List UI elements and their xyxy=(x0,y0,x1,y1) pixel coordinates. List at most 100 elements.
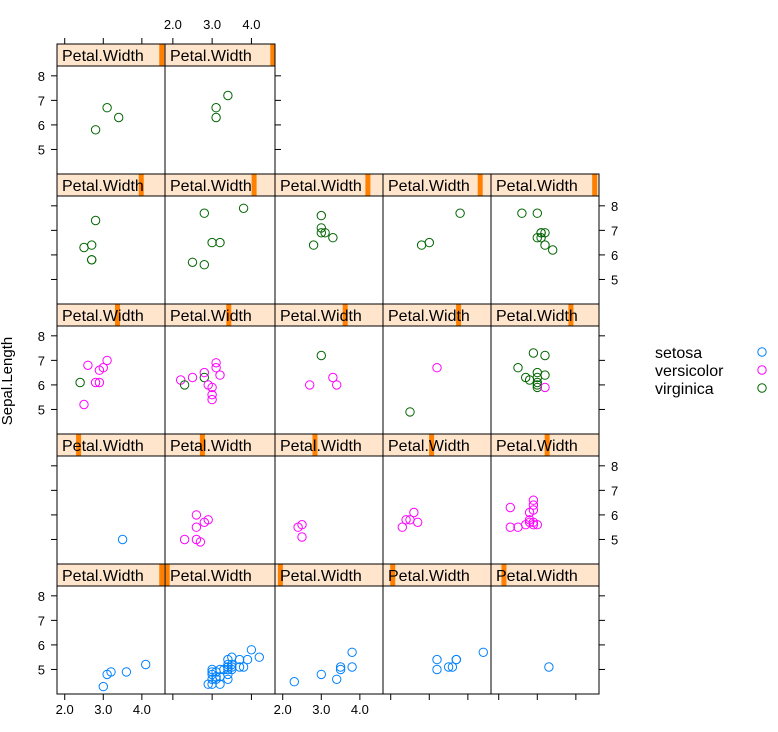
y-tick-label-left: 5 xyxy=(38,142,45,157)
strip-level-bar xyxy=(342,304,348,326)
point-versicolor xyxy=(532,520,542,530)
x-tick-label-bottom: 4.0 xyxy=(133,702,151,717)
strip-label: Petal.Width xyxy=(496,438,578,455)
point-virginica xyxy=(532,377,542,388)
strip-level-bar xyxy=(138,174,144,196)
strip-background xyxy=(165,434,275,456)
point-versicolor xyxy=(207,394,217,405)
y-tick-label-left: 8 xyxy=(38,589,45,604)
point-virginica xyxy=(416,240,427,250)
panel-r4-c2: Petal.Width xyxy=(164,173,276,305)
point-setosa xyxy=(443,662,454,672)
point-versicolor xyxy=(540,382,550,393)
point-setosa xyxy=(117,534,128,545)
point-versicolor xyxy=(505,502,515,513)
point-virginica xyxy=(316,210,326,221)
point-virginica xyxy=(528,348,539,358)
y-tick-label-left: 7 xyxy=(38,613,45,628)
strip-label: Petal.Width xyxy=(280,308,362,325)
strip-label: Petal.Width xyxy=(170,568,252,585)
point-versicolor xyxy=(79,399,89,410)
y-tick-label-left: 6 xyxy=(38,378,45,393)
strip-label: Petal.Width xyxy=(388,178,470,195)
y-tick-label-right: 7 xyxy=(611,223,618,238)
strip-label: Petal.Width xyxy=(496,568,578,585)
y-tick-label-right: 7 xyxy=(611,483,618,498)
point-versicolor xyxy=(528,495,539,505)
strip-level-bar xyxy=(477,174,483,196)
y-tick-label-left: 5 xyxy=(38,402,45,417)
panel-border xyxy=(490,455,600,565)
panel-r1-c1: Petal.Width xyxy=(56,563,166,695)
panels-layer: Petal.Width Petal.Width Petal.Width Petal.W… xyxy=(56,43,600,695)
point-virginica xyxy=(532,208,542,218)
x-tick-label-bottom: 4.0 xyxy=(351,702,369,717)
strip-label: Petal.Width xyxy=(62,438,144,455)
panel-border xyxy=(490,325,600,435)
strip-background xyxy=(57,564,165,586)
panel-border xyxy=(382,585,492,695)
panel-border xyxy=(382,325,492,435)
strip-background xyxy=(275,174,383,196)
panel-r4-c4: Petal.Width xyxy=(382,173,492,305)
panel-r2-c2: Petal.Width xyxy=(164,433,276,565)
legend-marker-versicolor xyxy=(757,365,767,375)
strip-label: Petal.Width xyxy=(388,438,470,455)
y-tick-label-left: 8 xyxy=(38,329,45,344)
point-versicolor xyxy=(98,363,109,373)
y-axis-label: Sepal.Length xyxy=(0,337,16,425)
strip-label: Petal.Width xyxy=(62,48,144,65)
panel-r3-c1: Petal.Width xyxy=(56,303,166,435)
strip-background xyxy=(491,174,599,196)
x-tick-label-bottom: 2.0 xyxy=(274,702,292,717)
strip-background xyxy=(383,304,491,326)
legend-label-virginica: virginica xyxy=(655,381,714,398)
strip-level-bar xyxy=(312,434,318,456)
panel-r3-c3: Petal.Width xyxy=(274,303,384,435)
panel-r2-c4: Petal.Width xyxy=(382,433,492,565)
panel-r4-c1: Petal.Width xyxy=(56,173,166,305)
strip-level-bar xyxy=(76,434,82,456)
point-setosa xyxy=(254,652,264,662)
point-versicolor xyxy=(195,537,206,547)
point-virginica xyxy=(215,237,225,248)
strip-level-bar xyxy=(251,174,257,196)
point-versicolor xyxy=(211,358,221,368)
point-virginica xyxy=(540,370,550,380)
point-virginica xyxy=(532,382,542,393)
point-virginica xyxy=(207,237,217,248)
point-setosa xyxy=(447,662,458,672)
panel-r2-c5: Petal.Width xyxy=(490,433,600,565)
point-setosa xyxy=(223,674,233,684)
legend-label-versicolor: versicolor xyxy=(655,363,724,380)
x-tick-label-top: 2.0 xyxy=(164,17,182,32)
strip-label: Petal.Width xyxy=(170,48,252,65)
axes-layer: 2.0 2.0 2.0 3.0 3.0 3.0 4.0 4.0 4.0 5 5 5 5 5 6 6 6 6 6 7 7 7… xyxy=(38,17,618,717)
strip-background xyxy=(57,304,165,326)
strip-label: Petal.Width xyxy=(388,568,470,585)
strip-label: Petal.Width xyxy=(62,308,144,325)
point-virginica xyxy=(316,350,326,361)
y-tick-label-right: 5 xyxy=(611,272,618,287)
strip-background xyxy=(275,564,383,586)
panel-border xyxy=(164,65,276,175)
point-versicolor xyxy=(191,510,202,520)
panel-r4-c5: Petal.Width xyxy=(490,173,600,305)
panel-border xyxy=(56,325,166,435)
panel-r4-c3: Petal.Width xyxy=(274,173,384,305)
point-virginica xyxy=(532,367,542,378)
strip-background xyxy=(383,564,491,586)
legend-marker-virginica xyxy=(757,383,767,393)
strip-label: Petal.Width xyxy=(62,568,144,585)
strip-level-bar xyxy=(568,304,574,326)
point-setosa xyxy=(246,645,257,655)
point-virginica xyxy=(187,257,198,267)
point-versicolor xyxy=(409,507,419,518)
legend-label-setosa: setosa xyxy=(655,345,702,362)
strip-level-bar xyxy=(429,434,435,456)
point-virginica xyxy=(199,260,210,270)
point-setosa xyxy=(335,662,346,672)
point-setosa xyxy=(432,654,442,665)
panel-border xyxy=(56,65,166,175)
point-virginica xyxy=(79,242,89,253)
